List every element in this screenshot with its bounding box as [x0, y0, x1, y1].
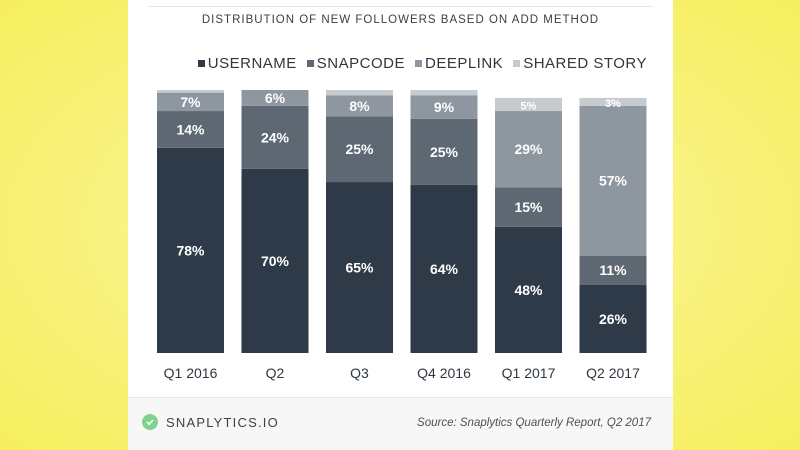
bar-q1-2016-snapcode	[157, 111, 224, 148]
data-label-q3-username: 65%	[345, 260, 374, 276]
data-label-q1-2016-username: 78%	[176, 242, 205, 258]
x-tick-label-q1-2017: Q1 2017	[502, 365, 556, 381]
data-label-q2-snapcode: 24%	[261, 129, 290, 145]
bar-q3-snapcode	[326, 116, 393, 183]
legend-swatch-shared-story	[513, 60, 521, 67]
data-label-q3-snapcode: 25%	[345, 141, 374, 157]
bar-q4-2016-username	[410, 184, 478, 353]
data-label-q4-2016-username: 64%	[430, 261, 459, 277]
legend-label-deeplink: DEEPLINK	[424, 55, 504, 72]
bar-q4-2016-deeplink	[410, 95, 478, 119]
legend-swatch-username	[197, 60, 205, 67]
data-label-q1-2017-shared-story: 5%	[521, 100, 537, 112]
data-label-q2-2017-deeplink: 57%	[599, 173, 628, 189]
legend-swatch-snapcode	[306, 60, 314, 67]
brand[interactable]: SNAPLYTICS.IO	[142, 414, 279, 430]
data-label-q2-2017-snapcode: 11%	[599, 262, 627, 278]
chart-card: DISTRIBUTION OF NEW FOLLOWERS BASED ON A…	[128, 0, 673, 450]
bar-q1-2016-shared-story	[157, 90, 224, 93]
bar-q2-2017-deeplink	[579, 105, 647, 256]
data-label-q4-2016-snapcode: 25%	[430, 144, 459, 160]
bar-q1-2017-shared-story	[495, 97, 562, 112]
legend-label-username: USERNAME	[207, 55, 297, 72]
data-label-q2-username: 70%	[261, 253, 290, 269]
bar-q4-2016-snapcode	[410, 118, 478, 185]
data-label-q1-2017-deeplink: 29%	[514, 141, 543, 157]
bar-q3-username	[326, 182, 393, 353]
bar-q1-2017-deeplink	[495, 111, 562, 188]
title-rule	[148, 6, 653, 7]
bar-q2-2017-username	[579, 284, 647, 353]
x-tick-label-q2-2017: Q2 2017	[586, 365, 640, 381]
source-note: Source: Snaplytics Quarterly Report, Q2 …	[417, 417, 651, 429]
footer-rule	[128, 397, 673, 398]
bar-q1-2016-username	[157, 147, 224, 353]
bar-q2-2017-snapcode	[579, 255, 647, 285]
data-label-q1-2016-snapcode: 14%	[176, 121, 205, 137]
footer: SNAPLYTICS.IO Source: Snaplytics Quarter…	[128, 398, 673, 450]
legend-item-snapcode: SNAPCODE	[306, 55, 405, 72]
bar-q1-2017-snapcode	[495, 187, 562, 227]
legend-label-shared-story: SHARED STORY	[523, 55, 647, 72]
x-tick-label-q1-2016: Q1 2016	[164, 365, 218, 381]
data-label-q4-2016-deeplink: 9%	[434, 99, 455, 115]
data-label-q2-deeplink: 6%	[265, 90, 286, 106]
bar-q2-username	[241, 168, 309, 353]
stacked-bar-chart: 78% 14% 7% Q1 2016 70% 24% 6% Q2 65% 25% 8% Q3 64% 25…	[157, 90, 647, 381]
data-label-q2-2017-shared-story: 3%	[605, 98, 621, 110]
bar-q2-snapcode	[241, 105, 309, 169]
legend-item-deeplink: DEEPLINK	[414, 55, 504, 72]
bar-q3-deeplink	[326, 95, 393, 117]
x-tick-label-q3: Q3	[350, 365, 369, 381]
bar-q4-2016-shared-story	[410, 90, 478, 96]
x-tick-label-q2: Q2	[266, 365, 285, 381]
legend: USERNAME SNAPCODE DEEPLINK SHARED STORY	[197, 55, 647, 72]
legend-label-snapcode: SNAPCODE	[316, 55, 405, 72]
chart-title: DISTRIBUTION OF NEW FOLLOWERS BASED ON A…	[201, 14, 600, 26]
brand-name: SNAPLYTICS.IO	[166, 414, 279, 430]
bar-q1-2016-deeplink	[157, 92, 224, 112]
x-tick-label-q4-2016: Q4 2016	[417, 365, 471, 381]
data-label-q2-2017-username: 26%	[599, 311, 628, 327]
legend-swatch-deeplink	[414, 60, 422, 67]
bar-q2-2017-shared-story	[579, 97, 647, 106]
data-label-q1-2017-username: 48%	[514, 282, 543, 298]
bar-q3-shared-story	[326, 90, 393, 96]
bar-q2-deeplink	[241, 90, 309, 106]
legend-item-username: USERNAME	[197, 55, 297, 72]
legend-item-shared-story: SHARED STORY	[513, 55, 647, 72]
data-label-q1-2017-snapcode: 15%	[514, 199, 543, 215]
snaplytics-logo-icon	[142, 414, 158, 430]
data-label-q1-2016-deeplink: 7%	[180, 94, 201, 110]
bar-q1-2017-username	[495, 226, 562, 353]
data-label-q3-deeplink: 8%	[349, 98, 370, 114]
